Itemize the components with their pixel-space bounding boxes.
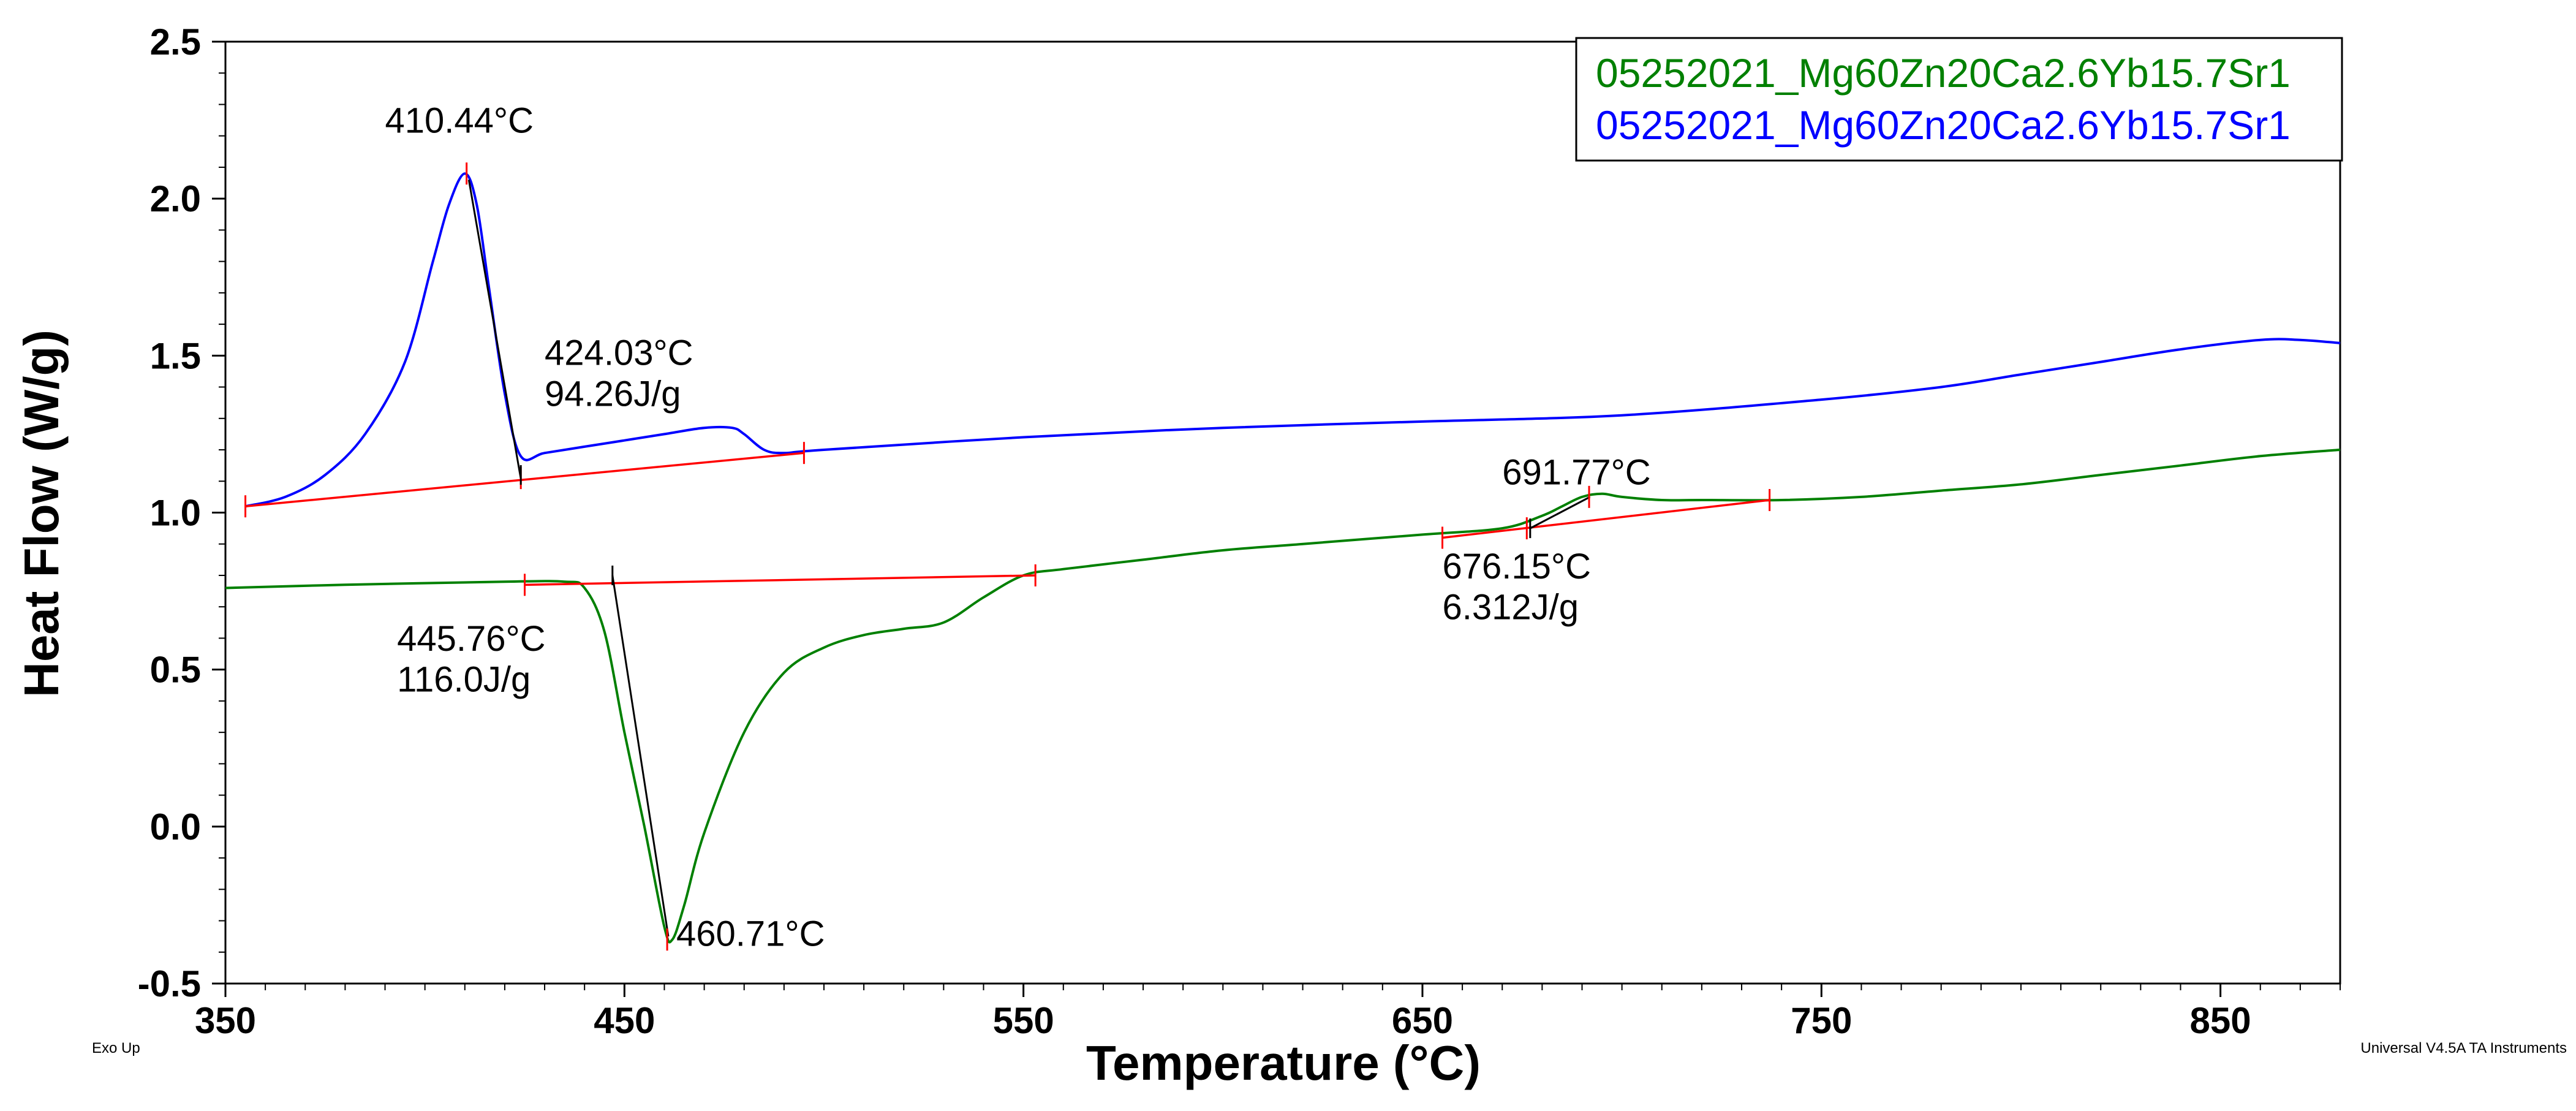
y-tick-label: 2.0: [150, 178, 201, 219]
data-annotation: 116.0J/g: [397, 660, 531, 700]
onset-tangent-line: [611, 575, 670, 937]
integration-baseline: [524, 574, 1036, 586]
x-tick-label: 450: [594, 1000, 655, 1041]
x-tick-label: 550: [993, 1000, 1054, 1041]
x-tick-label: 350: [195, 1000, 256, 1041]
y-tick-label: 2.5: [150, 21, 201, 63]
y-tick-label: 0.0: [150, 806, 201, 847]
y-tick-label: 1.0: [150, 493, 201, 534]
y-tick-label: -0.5: [138, 963, 201, 1004]
x-axis-title: Temperature (°C): [1086, 1036, 1481, 1090]
legend-entry-blue: 05252021_Mg60Zn20Ca2.6Yb15.7Sr1: [1596, 102, 2291, 148]
legend-entry-green: 05252021_Mg60Zn20Ca2.6Yb15.7Sr1: [1596, 50, 2291, 96]
data-annotation: 6.312J/g: [1443, 588, 1579, 628]
data-annotation: 691.77°C: [1502, 452, 1650, 492]
y-tick-label: 0.5: [150, 650, 201, 691]
y-axis-title: Heat Flow (W/g): [14, 330, 69, 697]
integration-baseline: [245, 452, 804, 507]
overlay-layer: 410.44°C 424.03°C94.26J/g 445.76°C116.0J/g…: [244, 101, 1771, 954]
series-layer: [225, 172, 2341, 944]
data-annotation: 424.03°C: [545, 333, 693, 373]
series-line-blue: [245, 172, 2341, 508]
plot-frame: [224, 40, 2341, 985]
x-tick-label: 750: [1791, 1000, 1852, 1041]
legend-box: [1575, 37, 2343, 162]
data-annotation: 460.71°C: [676, 914, 825, 954]
data-annotation: 445.76°C: [397, 619, 545, 659]
integration-baseline: [1442, 499, 1770, 539]
instrument-note: Universal V4.5A TA Instruments: [2360, 1040, 2567, 1056]
onset-tangent-line: [467, 180, 522, 479]
data-annotation: 676.15°C: [1443, 547, 1591, 586]
x-tick-label: 850: [2190, 1000, 2251, 1041]
legend: 05252021_Mg60Zn20Ca2.6Yb15.7Sr1 05252021…: [1575, 37, 2343, 162]
y-tick-label: 1.5: [150, 335, 201, 376]
axes: 350 450 550 650 750 850 -0.5 0.0 0.5 1.0 1.5 2.0 2.5: [138, 21, 2341, 1041]
data-annotation: 410.44°C: [385, 101, 534, 141]
data-annotation: 94.26J/g: [545, 374, 681, 414]
onset-tangent-line: [1530, 496, 1591, 529]
series-line-green: [225, 449, 2341, 944]
exo-up-note: Exo Up: [92, 1040, 140, 1056]
x-tick-label: 650: [1392, 1000, 1453, 1041]
